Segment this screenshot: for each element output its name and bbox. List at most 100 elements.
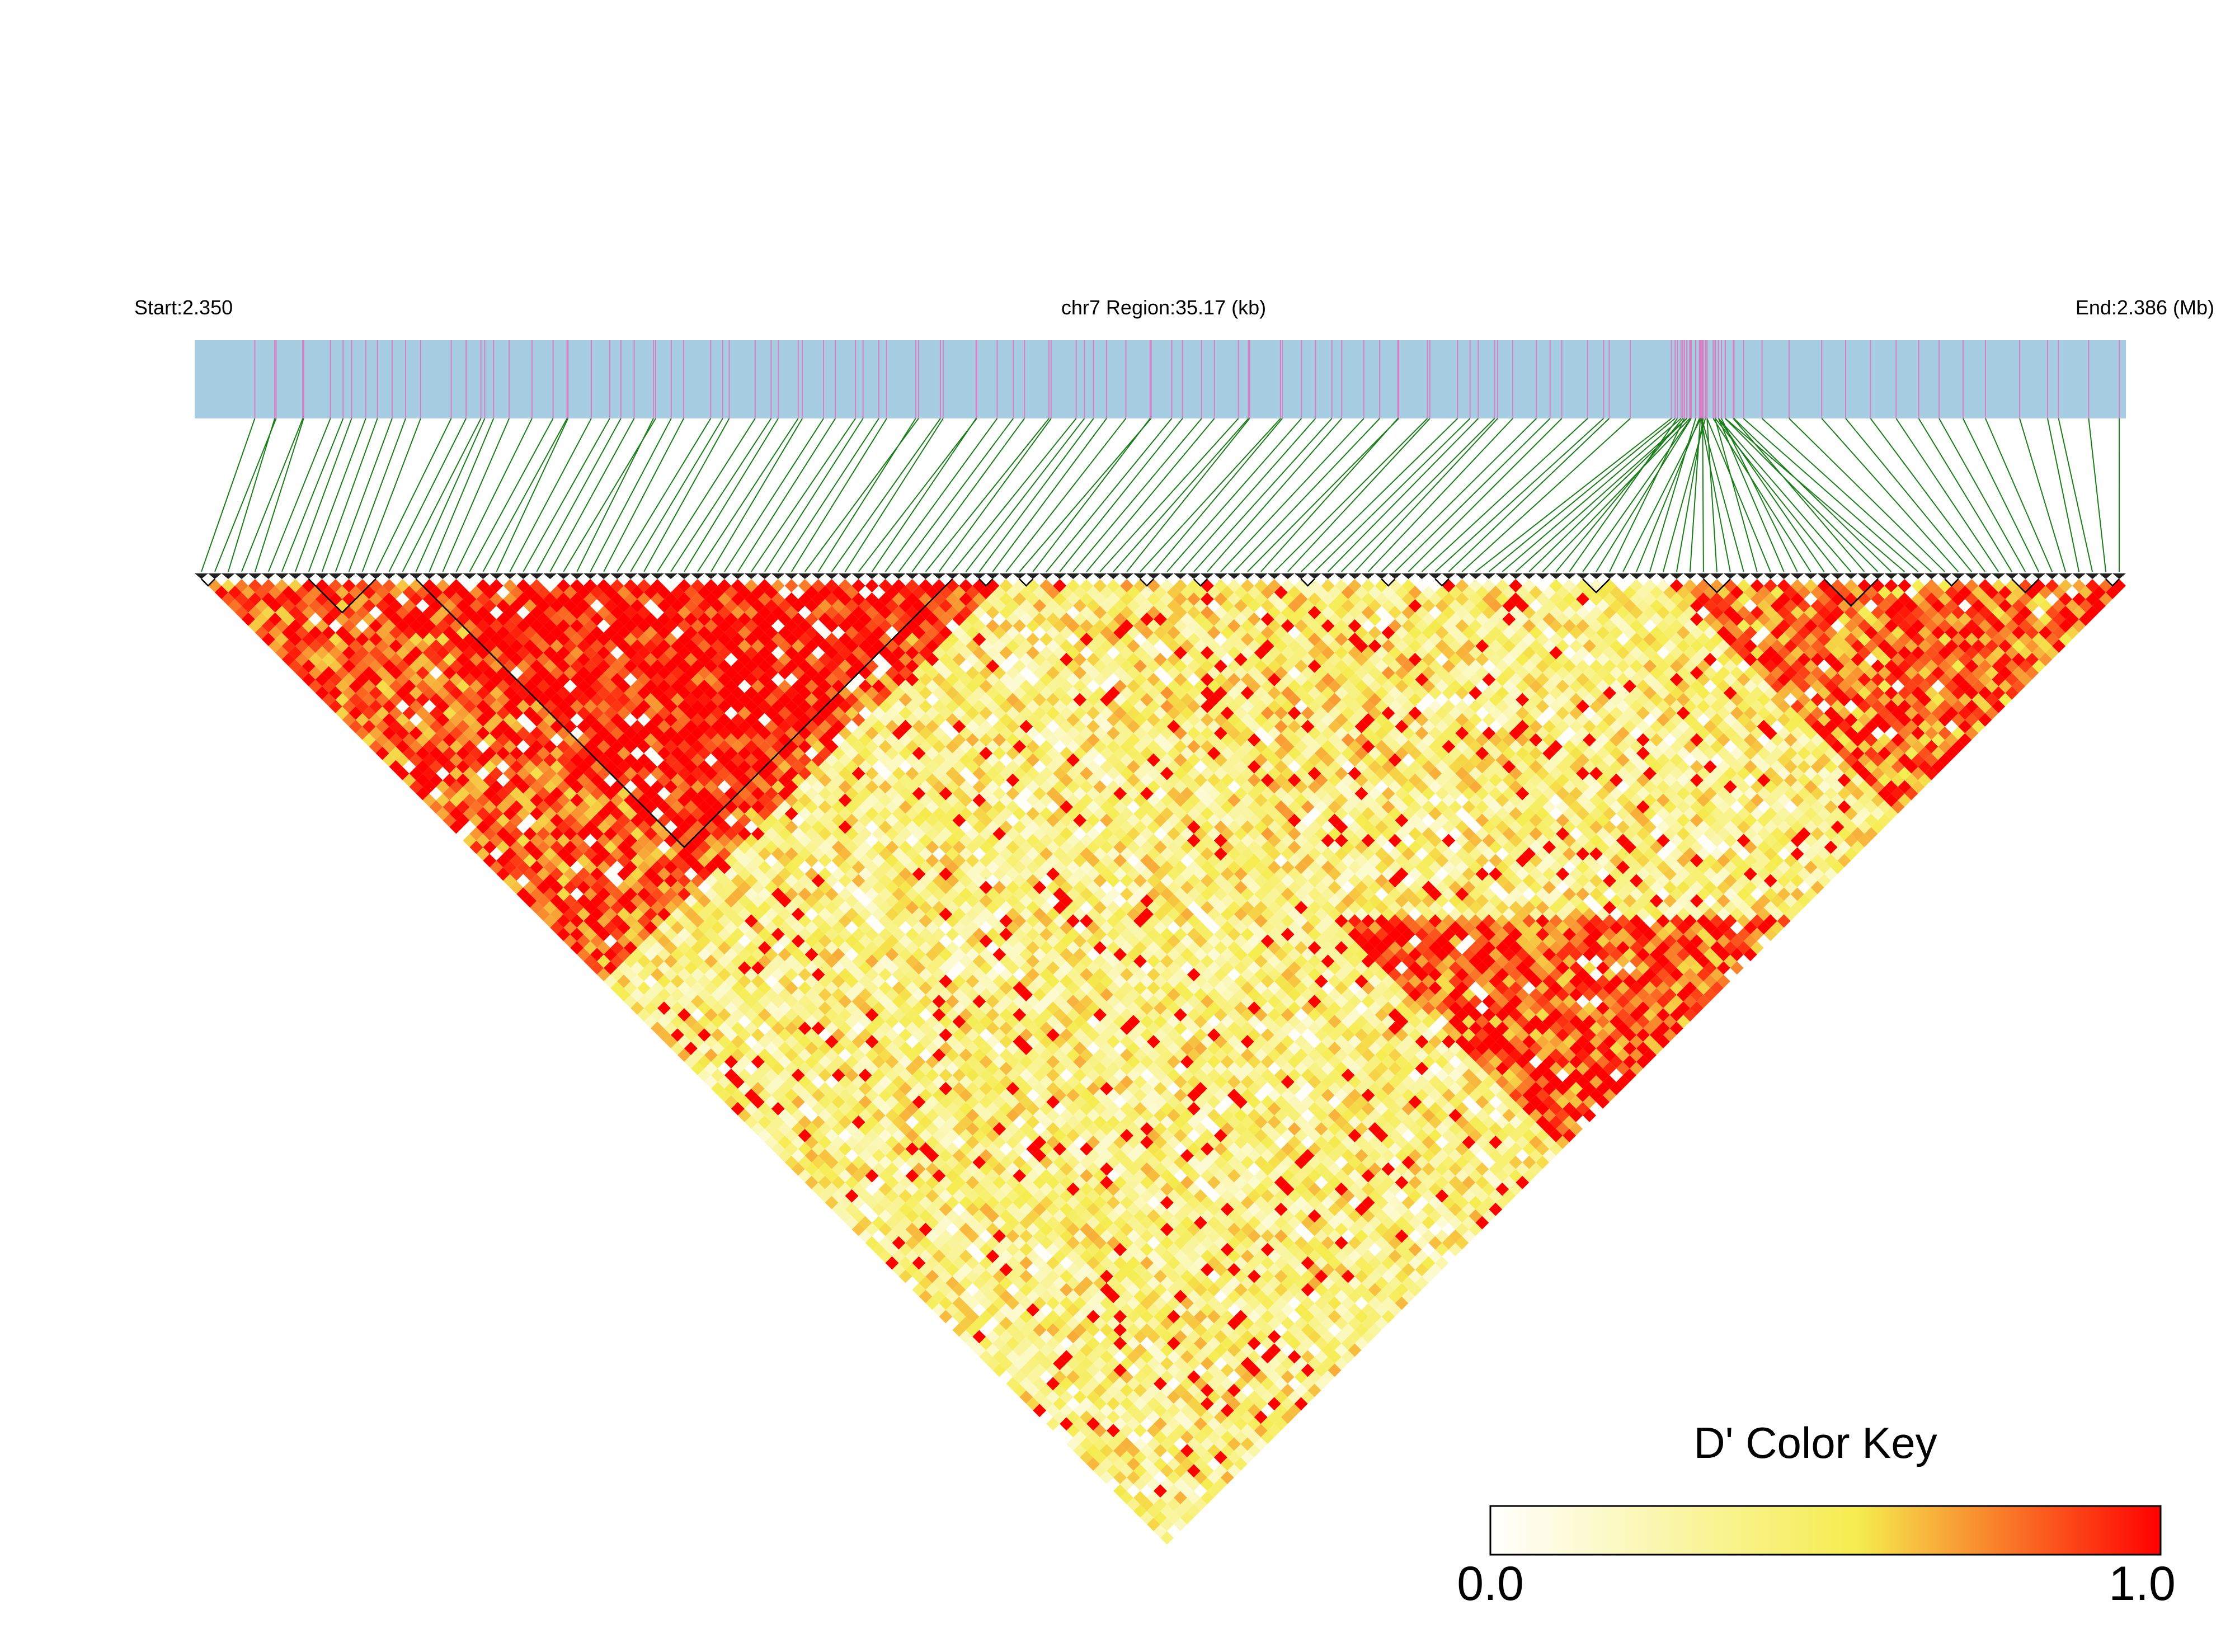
ld-cell xyxy=(966,1242,980,1256)
ld-cell xyxy=(1026,1276,1040,1290)
ld-cell xyxy=(651,847,665,861)
ld-cell xyxy=(1073,1444,1087,1458)
ld-cell xyxy=(1060,1242,1074,1256)
ld-cell xyxy=(402,706,416,720)
ld-cell xyxy=(865,1022,879,1036)
ld-cell xyxy=(375,746,389,760)
ld-cell xyxy=(1073,1256,1087,1270)
ld-cell xyxy=(744,887,758,901)
ld-cell xyxy=(804,1001,818,1015)
snp-connector xyxy=(1700,418,1731,572)
ld-cell xyxy=(537,813,550,827)
ld-cell xyxy=(1160,1437,1174,1451)
ld-cell xyxy=(1166,1417,1180,1431)
ld-cell xyxy=(804,1175,818,1189)
ld-cell xyxy=(563,934,577,948)
ld-cell xyxy=(831,1001,845,1015)
ld-cell xyxy=(496,760,510,774)
ld-cell xyxy=(651,914,665,928)
ld-cell xyxy=(416,612,430,626)
ld-cell xyxy=(999,1343,1013,1357)
ld-cell xyxy=(476,672,490,686)
ld-cell xyxy=(1154,1296,1167,1310)
ld-cell xyxy=(878,1155,892,1169)
snp-marker xyxy=(1294,573,1308,579)
snp-marker xyxy=(1763,573,1777,579)
ld-cell xyxy=(1234,1444,1248,1458)
snp-marker xyxy=(1227,573,1241,579)
ld-cell xyxy=(979,1310,993,1324)
ld-cell xyxy=(1107,1330,1121,1344)
ld-cell xyxy=(865,1008,879,1022)
ld-cell xyxy=(1026,1222,1040,1236)
snp-connector xyxy=(1234,418,1380,572)
ld-cell xyxy=(999,1370,1013,1384)
ld-cell xyxy=(1053,1236,1067,1250)
snp-connector xyxy=(925,418,1050,572)
ld-cell xyxy=(537,907,550,921)
ld-cell xyxy=(402,652,416,666)
ld-cell xyxy=(851,1155,865,1169)
ld-cell xyxy=(771,1088,785,1102)
snp-marker xyxy=(784,573,798,579)
ld-cell xyxy=(1026,1370,1040,1384)
snp-connector xyxy=(1715,418,1838,572)
ld-cell xyxy=(651,901,665,915)
ld-cell xyxy=(825,1182,839,1196)
ld-cell xyxy=(1133,1424,1147,1438)
ld-cell xyxy=(1140,1511,1154,1525)
ld-cell xyxy=(476,726,490,740)
ld-cell xyxy=(1120,1276,1134,1290)
ld-cell xyxy=(1180,1457,1194,1471)
snp-marker xyxy=(530,573,544,579)
ld-cell xyxy=(1120,1437,1134,1451)
ld-cell xyxy=(1220,1457,1234,1471)
ld-cell xyxy=(912,1135,926,1149)
ld-cell xyxy=(1013,1249,1027,1263)
ld-cell xyxy=(865,1102,879,1116)
ld-cell xyxy=(234,579,248,592)
ld-cell xyxy=(537,800,550,814)
ld-cell xyxy=(1100,1471,1114,1485)
ld-cell xyxy=(932,1303,946,1317)
ld-cell xyxy=(389,599,403,613)
ld-cell xyxy=(510,867,524,881)
ld-cell xyxy=(1019,1296,1033,1310)
ld-cell xyxy=(992,1256,1006,1270)
snp-connector xyxy=(1918,418,2013,572)
snp-marker xyxy=(315,573,329,579)
snp-marker xyxy=(919,573,933,579)
ld-cell xyxy=(771,1075,785,1089)
ld-cell xyxy=(959,1249,973,1263)
ld-cell xyxy=(449,659,463,673)
ld-cell xyxy=(651,860,665,874)
snp-marker xyxy=(1884,573,1898,579)
ld-cell xyxy=(1120,1316,1134,1330)
ld-cell xyxy=(1006,1229,1020,1243)
snp-marker xyxy=(1563,573,1577,579)
ld-cell xyxy=(1120,1370,1134,1384)
snp-marker xyxy=(355,573,369,579)
ld-cell xyxy=(1160,1316,1174,1330)
ld-cell xyxy=(1019,1242,1033,1256)
ld-cell xyxy=(523,693,537,707)
ld-cell xyxy=(402,666,416,680)
ld-cell xyxy=(771,954,785,968)
ld-cell xyxy=(1080,1343,1094,1357)
snp-connector xyxy=(844,418,944,572)
ld-cell xyxy=(537,679,550,693)
snp-marker xyxy=(503,573,517,579)
ld-cell xyxy=(1187,1451,1201,1465)
ld-cell xyxy=(858,1189,872,1203)
ld-cell xyxy=(939,1296,953,1310)
ld-cell xyxy=(744,1022,758,1036)
snp-marker xyxy=(1375,573,1389,579)
snp-marker xyxy=(1911,573,1925,579)
ld-cell xyxy=(1207,1350,1221,1364)
snp-marker xyxy=(1442,573,1456,579)
snp-marker xyxy=(1428,573,1442,579)
region-size-label: chr7 Region:35.17 (kb) xyxy=(1061,296,1267,319)
snp-connector xyxy=(1113,418,1249,572)
ld-cell xyxy=(496,787,510,801)
ld-cell xyxy=(1147,1289,1160,1303)
